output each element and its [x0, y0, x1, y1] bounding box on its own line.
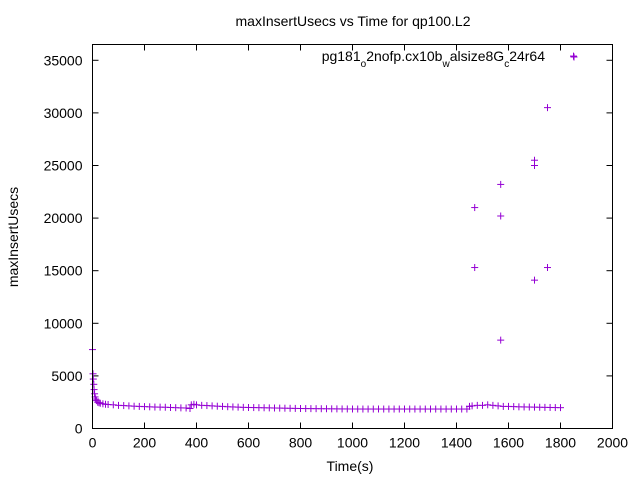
legend-label-sub2: w	[441, 59, 450, 70]
axis-ticks: 0 200 400 600 800 1000 1200 1400 1600 1800 2000050…	[44, 44, 628, 451]
legend-marker-symbol	[570, 53, 578, 61]
x-tick-label: 200	[133, 435, 157, 451]
x-tick-label: 400	[185, 435, 209, 451]
data-point	[544, 104, 551, 112]
data-point	[544, 264, 551, 272]
y-tick-label: 10000	[44, 315, 83, 331]
x-tick-label: 800	[289, 435, 313, 451]
data-point	[531, 276, 538, 284]
data-point	[531, 161, 538, 169]
data-point	[557, 404, 564, 412]
y-tick-label: 0	[75, 421, 83, 437]
x-tick-label: 1800	[545, 435, 576, 451]
x-axis-label: Time(s)	[327, 458, 374, 474]
y-tick-label: 25000	[44, 157, 83, 173]
data-points	[89, 52, 577, 413]
x-tick-label: 0	[89, 435, 97, 451]
data-point	[90, 386, 98, 394]
x-tick-label: 600	[237, 435, 261, 451]
data-point	[109, 401, 117, 409]
legend-label-part3: alsize8G	[450, 48, 504, 64]
x-tick-label: 1400	[441, 435, 472, 451]
chart-title: maxInsertUsecs vs Time for qp100.L2	[236, 13, 471, 29]
legend-label-sub3: c	[504, 59, 509, 70]
y-tick-label: 35000	[44, 52, 83, 68]
data-point	[468, 402, 476, 410]
legend: pg181o2nofp.cx10bwalsize8Gc24r64	[322, 48, 578, 70]
data-point	[182, 404, 190, 412]
data-point	[497, 180, 505, 188]
data-point	[497, 336, 505, 344]
x-tick-label: 2000	[597, 435, 628, 451]
legend-marker	[570, 53, 578, 61]
x-tick-label: 1600	[493, 435, 524, 451]
legend-label: pg181o2nofp.cx10bwalsize8Gc24r64	[322, 48, 546, 70]
data-point	[95, 399, 103, 407]
legend-label-part4: 24r64	[509, 48, 545, 64]
legend-label-part2: 2nofp.cx10b	[366, 48, 442, 64]
y-tick-label: 5000	[51, 368, 82, 384]
y-tick-label: 15000	[44, 263, 83, 279]
data-point	[489, 401, 497, 409]
data-point	[484, 401, 492, 409]
plot-frame	[92, 44, 613, 429]
x-tick-label: 1200	[389, 435, 420, 451]
data-point	[89, 375, 97, 383]
data-point	[471, 264, 479, 272]
x-tick-label: 1000	[337, 435, 368, 451]
legend-label-sub1: o	[361, 59, 367, 70]
y-tick-label: 20000	[44, 210, 83, 226]
data-point	[497, 212, 505, 220]
y-tick-label: 30000	[44, 105, 83, 121]
data-point	[471, 204, 479, 212]
data-point	[186, 405, 194, 413]
data-point	[494, 402, 502, 410]
legend-label-part1: pg181	[322, 48, 361, 64]
data-point	[479, 401, 486, 409]
data-point	[193, 401, 200, 409]
y-axis-label: maxInsertUsecs	[5, 187, 21, 287]
